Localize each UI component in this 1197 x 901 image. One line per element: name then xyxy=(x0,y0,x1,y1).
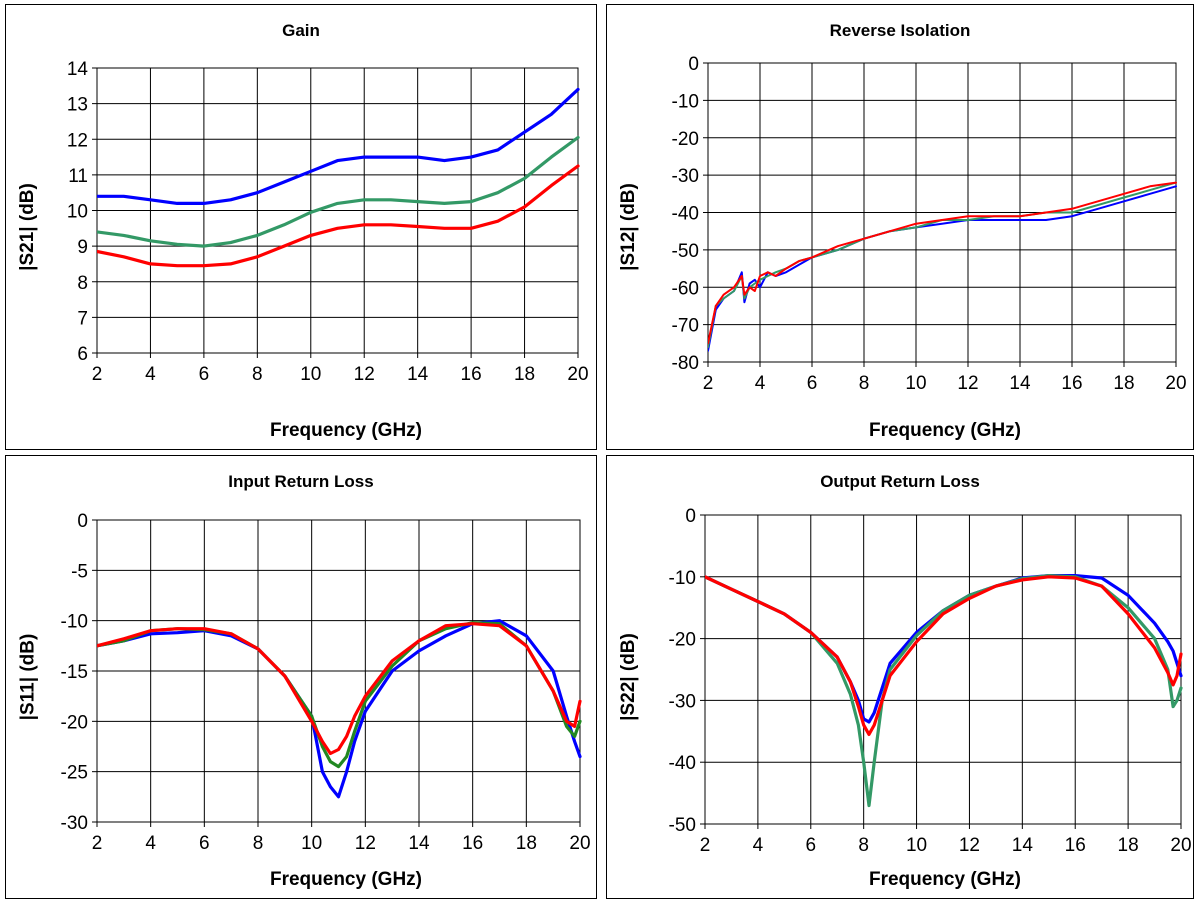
y-tick-label: -10 xyxy=(61,612,88,633)
x-tick-label: 2 xyxy=(703,373,714,394)
x-tick-label: 8 xyxy=(253,833,264,854)
x-axis-label: Frequency (GHz) xyxy=(868,420,1022,441)
x-tick-label: 8 xyxy=(252,364,263,385)
x-tick-label: 16 xyxy=(1065,835,1086,856)
chart-title: Reverse Isolation xyxy=(829,21,971,40)
y-tick-label: 0 xyxy=(77,511,88,532)
series-line xyxy=(97,87,580,205)
x-tick-label: 20 xyxy=(1165,373,1186,394)
series-line xyxy=(97,622,582,756)
x-tick-label: 12 xyxy=(354,364,375,385)
x-tick-label: 2 xyxy=(92,833,103,854)
input-return-loss-chart: Input Return Loss |S11| (dB) Frequency (… xyxy=(5,455,597,899)
y-tick-label: 10 xyxy=(67,202,88,223)
x-tick-label: 10 xyxy=(905,373,926,394)
y-tick-label: 9 xyxy=(77,237,88,258)
x-tick-label: 20 xyxy=(569,833,590,854)
y-tick-label: -50 xyxy=(672,241,699,262)
y-tick-label: -50 xyxy=(669,815,696,836)
y-tick-label: -10 xyxy=(669,568,696,589)
chart-title: Output Return Loss xyxy=(820,472,980,491)
x-tick-label: 12 xyxy=(959,835,980,856)
output-return-loss-chart: Output Return Loss |S22| (dB) Frequency … xyxy=(606,455,1194,899)
x-tick-label: 8 xyxy=(858,835,869,856)
gain-plot: 6 7 8 9 10 11 12 13 14 2 4 6 8 10 12 14 16 18 20 xyxy=(67,59,589,385)
x-axis-label: Frequency (GHz) xyxy=(868,869,1022,890)
x-tick-label: 12 xyxy=(355,833,376,854)
reverse-isolation-plot: -80 -70 -60 -50 -40 -30 -20 -10 0 2 4 6 8 10 12 14 16 18 2… xyxy=(672,54,1187,394)
x-tick-label: 20 xyxy=(1170,835,1191,856)
y-tick-label: -80 xyxy=(672,353,699,374)
x-tick-label: 14 xyxy=(1012,835,1034,856)
reverse-isolation-chart: Reverse Isolation |S12| (dB) Frequency (… xyxy=(606,4,1194,450)
x-tick-label: 20 xyxy=(567,364,588,385)
y-tick-label: -25 xyxy=(61,763,88,784)
series-line xyxy=(708,185,1177,352)
y-tick-label: -30 xyxy=(61,813,88,834)
y-tick-label: -20 xyxy=(669,630,696,651)
x-tick-label: 18 xyxy=(514,364,535,385)
chart-title: Input Return Loss xyxy=(228,472,374,491)
output-return-loss-plot: -50 -40 -30 -20 -10 0 2 4 6 8 10 12 14 16 18 20 xyxy=(669,506,1192,856)
series-line xyxy=(97,619,582,799)
x-tick-label: 4 xyxy=(755,373,766,394)
x-tick-label: 6 xyxy=(199,833,210,854)
x-tick-label: 18 xyxy=(516,833,537,854)
input-return-loss-plot: -30 -25 -20 -15 -10 -5 0 2 4 6 8 10 12 14 16 18 20 xyxy=(61,511,591,854)
x-axis-label: Frequency (GHz) xyxy=(269,869,423,890)
y-tick-label: 6 xyxy=(77,344,88,365)
y-tick-label: -40 xyxy=(672,204,699,225)
y-tick-label: 7 xyxy=(77,308,88,329)
x-tick-label: 14 xyxy=(407,364,429,385)
y-tick-label: -60 xyxy=(672,278,699,299)
y-tick-label: 13 xyxy=(67,95,88,116)
x-axis-label: Frequency (GHz) xyxy=(269,420,423,441)
gain-chart: Gain |S21| (dB) Frequency (GHz) 6 7 8 9 10 11… xyxy=(5,4,597,450)
x-tick-label: 12 xyxy=(957,373,978,394)
x-tick-label: 8 xyxy=(859,373,870,394)
series-line xyxy=(97,135,580,248)
y-tick-label: 14 xyxy=(67,59,89,80)
y-tick-label: 0 xyxy=(688,54,699,75)
chart-title: Gain xyxy=(282,21,320,40)
x-tick-label: 10 xyxy=(300,364,321,385)
x-tick-label: 6 xyxy=(805,835,816,856)
series-line xyxy=(708,181,1177,345)
y-tick-label: -20 xyxy=(61,712,88,733)
x-tick-label: 6 xyxy=(807,373,818,394)
x-tick-label: 14 xyxy=(1009,373,1031,394)
x-tick-label: 16 xyxy=(1061,373,1082,394)
x-tick-label: 2 xyxy=(92,364,103,385)
y-tick-label: -70 xyxy=(672,316,699,337)
x-tick-label: 4 xyxy=(145,364,156,385)
y-tick-label: 0 xyxy=(685,506,696,527)
y-tick-label: 12 xyxy=(67,130,88,151)
x-tick-label: 16 xyxy=(461,364,482,385)
series-line xyxy=(705,575,1183,736)
x-tick-label: 16 xyxy=(462,833,483,854)
y-tick-label: -20 xyxy=(672,129,699,150)
plot-area xyxy=(704,514,1182,825)
y-tick-label: -10 xyxy=(672,91,699,112)
y-tick-label: -5 xyxy=(71,561,88,582)
y-tick-label: -15 xyxy=(61,662,88,683)
y-tick-label: -40 xyxy=(669,753,696,774)
x-tick-label: 18 xyxy=(1113,373,1134,394)
y-tick-label: 8 xyxy=(77,273,88,294)
y-tick-label: -30 xyxy=(672,166,699,187)
x-tick-label: 4 xyxy=(145,833,156,854)
x-tick-label: 10 xyxy=(301,833,322,854)
series-line xyxy=(97,164,580,268)
y-tick-label: 11 xyxy=(68,166,88,187)
x-tick-label: 2 xyxy=(700,835,711,856)
series-line xyxy=(97,621,582,769)
x-tick-label: 10 xyxy=(906,835,927,856)
x-tick-label: 6 xyxy=(199,364,210,385)
y-tick-label: -30 xyxy=(669,691,696,712)
x-tick-label: 4 xyxy=(753,835,764,856)
x-tick-label: 14 xyxy=(408,833,430,854)
x-tick-label: 18 xyxy=(1118,835,1139,856)
